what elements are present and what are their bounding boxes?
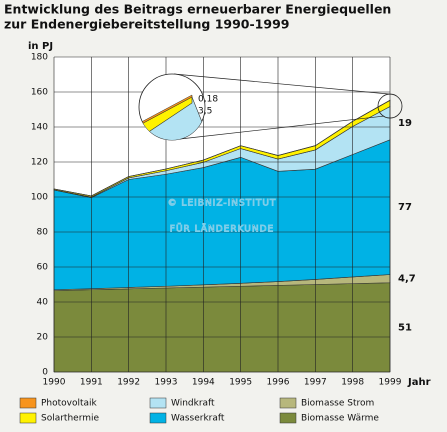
legend-swatch bbox=[279, 412, 297, 424]
y-tick-label: 140 bbox=[31, 123, 48, 133]
x-tick-label: 1996 bbox=[267, 378, 290, 388]
y-tick-label: 20 bbox=[37, 333, 49, 343]
x-tick-label: 1992 bbox=[117, 378, 140, 388]
zoom-line bbox=[173, 73, 391, 95]
y-tick-label: 160 bbox=[31, 88, 48, 98]
legend-label: Biomasse Wärme bbox=[301, 414, 379, 424]
y-tick-label: 120 bbox=[31, 158, 48, 168]
legend-label: Windkraft bbox=[171, 399, 215, 409]
watermark: FÜR LÄNDERKUNDE bbox=[170, 224, 274, 235]
x-axis-label: Jahr bbox=[407, 377, 431, 388]
y-tick-label: 100 bbox=[31, 193, 48, 203]
y-tick-label: 80 bbox=[37, 228, 49, 238]
legend-label: Photovoltaik bbox=[41, 399, 98, 409]
y-tick-label: 40 bbox=[37, 298, 49, 308]
value-label: 0,18 bbox=[198, 95, 218, 105]
x-tick-label: 1997 bbox=[304, 378, 327, 388]
y-tick-label: 60 bbox=[37, 263, 49, 273]
value-label: 51 bbox=[398, 322, 412, 333]
legend-swatch bbox=[19, 412, 37, 424]
legend-label: Solarthermie bbox=[41, 414, 100, 424]
value-label: 4,7 bbox=[398, 274, 416, 285]
x-tick-label: 1999 bbox=[379, 378, 402, 388]
chart-title: zur Endenergiebereitstellung 1990-1999 bbox=[4, 17, 289, 32]
x-tick-label: 1993 bbox=[155, 378, 178, 388]
zoom-line bbox=[179, 115, 385, 140]
y-tick-label: 180 bbox=[31, 53, 48, 63]
x-tick-label: 1991 bbox=[80, 378, 103, 388]
x-tick-label: 1998 bbox=[341, 378, 364, 388]
x-tick-label: 1994 bbox=[192, 378, 215, 388]
legend-swatch bbox=[19, 397, 37, 409]
value-label: 77 bbox=[398, 202, 412, 213]
value-label: 19 bbox=[398, 118, 412, 129]
area bbox=[53, 282, 391, 373]
zoom-pv bbox=[139, 94, 193, 130]
chart-title: Entwicklung des Beitrags erneuerbarer En… bbox=[4, 2, 391, 17]
value-label: 3,5 bbox=[198, 107, 212, 117]
x-tick-label: 1990 bbox=[43, 378, 66, 388]
watermark: © LEIBNIZ-INSTITUT bbox=[168, 199, 277, 209]
legend-label: Wasserkraft bbox=[171, 414, 225, 424]
legend-swatch bbox=[149, 397, 167, 409]
legend-swatch bbox=[149, 412, 167, 424]
legend-label: Biomasse Strom bbox=[301, 399, 374, 409]
legend-swatch bbox=[279, 397, 297, 409]
y-tick-label: 0 bbox=[42, 368, 48, 378]
x-tick-label: 1995 bbox=[229, 378, 252, 388]
zoom-target bbox=[377, 93, 403, 119]
y-axis-label: in PJ bbox=[28, 41, 53, 52]
